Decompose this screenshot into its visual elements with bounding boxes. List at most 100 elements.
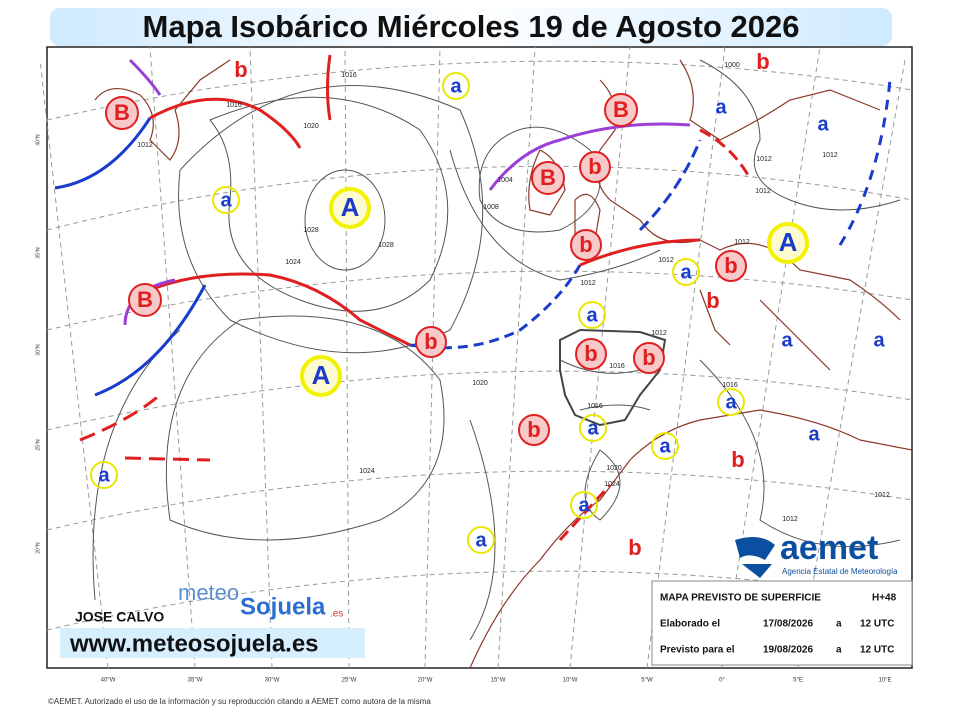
info-date: 19/08/2026: [763, 645, 813, 656]
info-label: Elaborado el: [660, 619, 720, 630]
secondary-high-label: a: [781, 329, 793, 351]
low-ring: [604, 93, 638, 127]
secondary-low-ring: [575, 338, 607, 370]
coordinate-labels: 40°N 35°N 30°N 25°N 20°N 40°W 35°W 30°W 25°W 20°W…: [35, 134, 891, 684]
high-label: A: [341, 192, 360, 222]
longitude-label: 10°E: [878, 678, 891, 684]
latitude-label: 20°N: [35, 542, 41, 554]
website-band: [60, 628, 365, 658]
isobar-label: 1024: [285, 259, 301, 266]
latitude-label: 40°N: [35, 134, 41, 146]
latitude-label: 25°N: [35, 439, 41, 451]
secondary-high-label: a: [578, 494, 590, 516]
isobar-label: 1012: [734, 239, 750, 246]
low-ring: [128, 283, 162, 317]
low-label: B: [613, 97, 629, 122]
secondary-high-label: a: [220, 189, 232, 211]
high-label: A: [312, 360, 331, 390]
isobar-label: 1000: [724, 62, 740, 69]
secondary-low-label: b: [424, 329, 437, 354]
secondary-high-ring: [442, 72, 470, 100]
high-ring: [300, 355, 342, 397]
isobar-label: 1012: [658, 257, 674, 264]
isobar-label: 1016: [341, 72, 357, 79]
secondary-high-label: a: [817, 113, 829, 135]
aemet-logo: aemet Agencia Estatal de Meteorología: [735, 529, 898, 578]
secondary-low-label: b: [731, 447, 744, 472]
high-label: A: [779, 227, 798, 257]
secondary-low-ring: [715, 250, 747, 282]
secondary-low-label: b: [642, 345, 655, 370]
low-label: B: [137, 287, 153, 312]
isobar-label: 1012: [137, 142, 153, 149]
latitude-label: 35°N: [35, 247, 41, 259]
low-label: B: [114, 100, 130, 125]
isobar-label: 1016: [609, 363, 625, 370]
author: JOSE CALVO: [75, 609, 164, 625]
isobar-label: 1020: [606, 465, 622, 472]
logo-meteo: meteo: [178, 580, 239, 605]
secondary-low-label: b: [724, 253, 737, 278]
isobar-label: 1024: [359, 468, 375, 475]
secondary-high-ring: [578, 301, 606, 329]
secondary-low-label: b: [234, 57, 247, 82]
isobar-label: 1012: [651, 330, 667, 337]
longitude-label: 5°W: [641, 678, 653, 684]
secondary-low-ring: [633, 342, 665, 374]
isobar-label: 1028: [378, 242, 394, 249]
high-ring: [767, 222, 809, 264]
secondary-low-label: b: [628, 535, 641, 560]
info-time: 12 UTC: [860, 645, 894, 656]
website: www.meteosojuela.es: [69, 630, 319, 657]
longitude-label: 20°W: [418, 678, 433, 684]
secondary-low-label: b: [588, 154, 601, 179]
isobars: [92, 59, 901, 641]
secondary-high-label: a: [873, 329, 885, 351]
secondary-high-label: a: [450, 75, 462, 97]
secondary-high-ring: [467, 526, 495, 554]
logo-sojuela: Sojuela: [240, 593, 326, 620]
secondary-low-ring: [415, 326, 447, 358]
info-date: 17/08/2026: [763, 619, 813, 630]
info-sep: a: [836, 619, 842, 630]
latitude-label: 30°N: [35, 344, 41, 356]
title-band: [50, 8, 892, 46]
info-title: MAPA PREVISTO DE SUPERFICIE: [660, 593, 821, 604]
branding: meteo Sojuela .es JOSE CALVO www.meteoso…: [60, 580, 365, 658]
fronts: [54, 54, 892, 542]
secondary-high-label: a: [587, 417, 599, 439]
longitude-label: 35°W: [188, 678, 203, 684]
isobar-label: 1012: [580, 280, 596, 287]
longitude-label: 30°W: [265, 678, 280, 684]
secondary-high-ring: [717, 388, 745, 416]
longitude-label: 10°W: [563, 678, 578, 684]
isobar-label: 1012: [756, 156, 772, 163]
isobar-label: 1012: [822, 152, 838, 159]
isobar-label: 1008: [483, 204, 499, 211]
secondary-high-ring: [212, 186, 240, 214]
low-ring: [531, 161, 565, 195]
isobar-label: 1016: [587, 403, 603, 410]
secondary-high-label: a: [475, 529, 487, 551]
longitude-label: 0°: [719, 678, 725, 684]
secondary-low-label: b: [579, 232, 592, 257]
secondary-high-label: a: [725, 391, 737, 413]
info-time: 12 UTC: [860, 619, 894, 630]
low-ring: [105, 96, 139, 130]
logo-tld: .es: [330, 609, 343, 620]
low-label: B: [540, 165, 556, 190]
isobar-label: 1012: [874, 492, 890, 499]
secondary-high-ring: [651, 432, 679, 460]
info-label: Previsto para el: [660, 645, 735, 656]
isobar-label: 1012: [755, 188, 771, 195]
high-ring: [329, 187, 371, 229]
isobar-label: 1016: [226, 102, 242, 109]
secondary-low-ring: [518, 414, 550, 446]
info-horizon: H+48: [872, 593, 897, 604]
secondary-high-label: a: [98, 464, 110, 486]
secondary-low-label: b: [706, 288, 719, 313]
isobar-label: 1020: [303, 123, 319, 130]
secondary-low-label: b: [527, 417, 540, 442]
graticule: [39, 46, 913, 669]
